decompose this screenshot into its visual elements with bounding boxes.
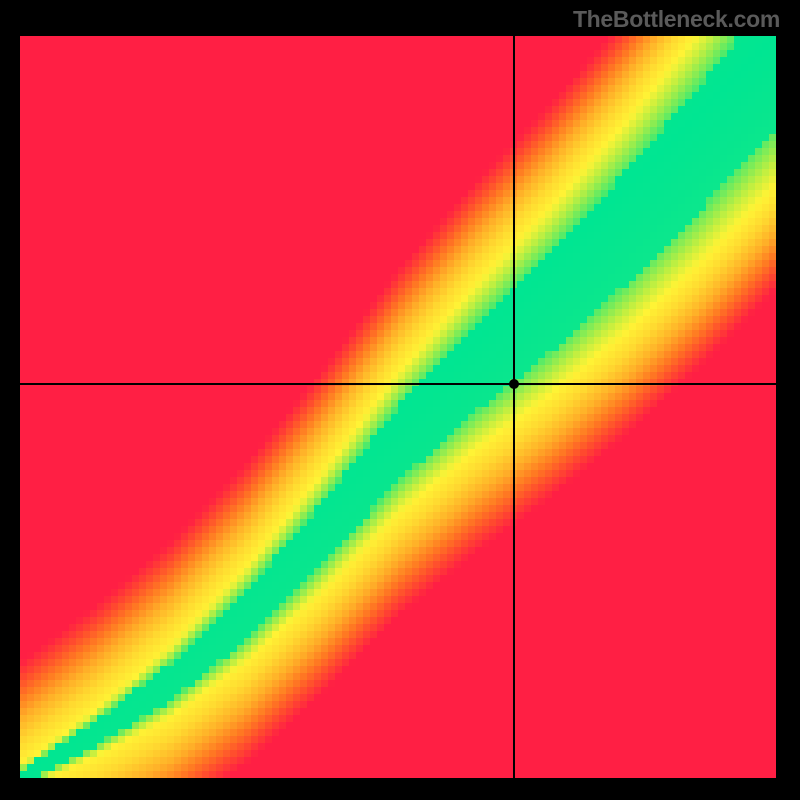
heatmap-canvas (20, 36, 780, 780)
crosshair-marker (509, 379, 519, 389)
chart-container: TheBottleneck.com (0, 0, 800, 800)
crosshair-vertical (513, 36, 515, 780)
plot-area (20, 36, 780, 780)
crosshair-horizontal (20, 383, 780, 385)
watermark-text: TheBottleneck.com (573, 6, 780, 33)
